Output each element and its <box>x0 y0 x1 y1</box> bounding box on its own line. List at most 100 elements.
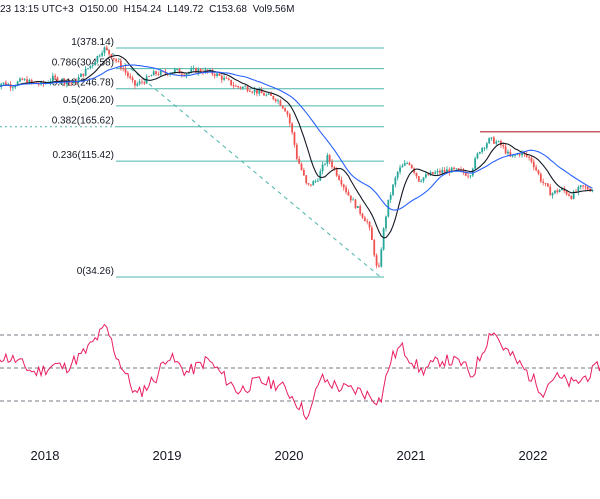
candle-body <box>91 64 94 66</box>
candle-body <box>378 265 380 267</box>
candle-body <box>119 61 122 69</box>
candle-body <box>267 93 270 95</box>
candle-body <box>394 177 397 185</box>
candle-body <box>272 95 275 100</box>
candle-body <box>178 69 181 74</box>
candle-body <box>258 89 261 94</box>
candle-body <box>302 170 305 176</box>
candle-body <box>502 145 505 147</box>
candle-body <box>246 86 249 91</box>
candle-body <box>138 81 141 84</box>
candle-body <box>462 169 465 173</box>
legend-low: L149.72 <box>167 4 204 15</box>
candle-body <box>349 195 352 201</box>
fib-trend-line <box>105 47 381 278</box>
candle-body <box>230 79 233 86</box>
candle-body <box>356 206 359 208</box>
candle-body <box>570 195 573 199</box>
candle-body <box>572 191 575 199</box>
candle-body <box>307 183 310 185</box>
candle-body <box>380 249 383 267</box>
candle-body <box>223 77 225 80</box>
candle-body <box>497 141 500 142</box>
x-axis: 2018 2019 2020 2021 2022 <box>31 448 548 463</box>
candle-body <box>101 52 103 56</box>
candle-body <box>77 77 80 83</box>
candle-body <box>324 163 326 165</box>
candle-body <box>342 184 345 188</box>
candle-body <box>213 74 216 76</box>
candle-body <box>509 151 512 157</box>
candle-body <box>403 163 406 166</box>
candle-body <box>338 175 340 180</box>
candle-body <box>56 77 59 83</box>
candle-body <box>51 75 54 82</box>
candle-body <box>251 91 254 93</box>
candle-body <box>124 69 127 73</box>
candle-body <box>293 132 296 145</box>
candle-body <box>218 73 221 76</box>
candle-body <box>150 75 153 77</box>
candle-body <box>490 137 493 139</box>
candle-body <box>420 180 423 182</box>
candle-body <box>511 154 514 157</box>
candle-body <box>136 83 139 86</box>
candle-body <box>112 58 115 60</box>
candle-body <box>195 68 197 73</box>
candle-body <box>265 94 268 96</box>
candle-body <box>485 143 488 148</box>
candle-body <box>14 85 17 88</box>
candle-body <box>173 69 176 73</box>
x-tick-label: 2019 <box>153 448 182 463</box>
candle-body <box>539 173 542 182</box>
candle-body <box>584 186 587 188</box>
candle-body <box>298 158 301 164</box>
candle-body <box>309 184 312 186</box>
candle-body <box>237 86 240 88</box>
candle-body <box>54 75 57 78</box>
candle-body <box>469 175 472 177</box>
candle-body <box>227 78 230 80</box>
candle-body <box>108 49 111 55</box>
fib-label: 0.5(206.20) <box>63 95 114 106</box>
candle-body <box>579 185 582 187</box>
candle-body <box>89 65 92 69</box>
x-tick-label: 2018 <box>31 448 60 463</box>
candle-body <box>441 170 444 173</box>
candle-body <box>263 93 265 96</box>
candle-body <box>544 182 547 184</box>
candle-body <box>33 82 35 83</box>
candle-body <box>478 152 481 154</box>
candle-body <box>312 181 315 186</box>
candle-body <box>335 168 338 176</box>
candle-body <box>115 59 118 62</box>
candle-body <box>457 168 460 170</box>
x-tick-label: 2021 <box>397 448 426 463</box>
candle-body <box>471 168 474 176</box>
x-tick-label: 2022 <box>519 448 548 463</box>
candle-body <box>434 172 437 174</box>
legend-time: 23 13:15 UTC+3 <box>0 4 74 15</box>
candle-body <box>455 168 458 170</box>
candle-body <box>248 90 251 92</box>
candle-body <box>84 68 87 76</box>
legend-close: C153.68 <box>209 4 247 15</box>
oscillator-line <box>0 323 600 421</box>
candle-body <box>408 162 411 165</box>
ohlc-legend: 23 13:15 UTC+3 O150.00 H154.24 L149.72 C… <box>0 4 297 15</box>
candle-body <box>4 82 7 86</box>
candle-body <box>225 77 228 79</box>
candle-body <box>481 147 484 153</box>
candle-body <box>260 89 263 94</box>
candle-body <box>568 194 570 196</box>
candle-body <box>417 176 420 182</box>
candle-body <box>126 72 129 77</box>
candle-body <box>363 217 366 222</box>
candle-body <box>21 78 24 80</box>
candle-body <box>328 155 331 162</box>
candle-body <box>424 174 427 178</box>
candle-body <box>396 171 399 178</box>
candle-body <box>467 175 469 177</box>
